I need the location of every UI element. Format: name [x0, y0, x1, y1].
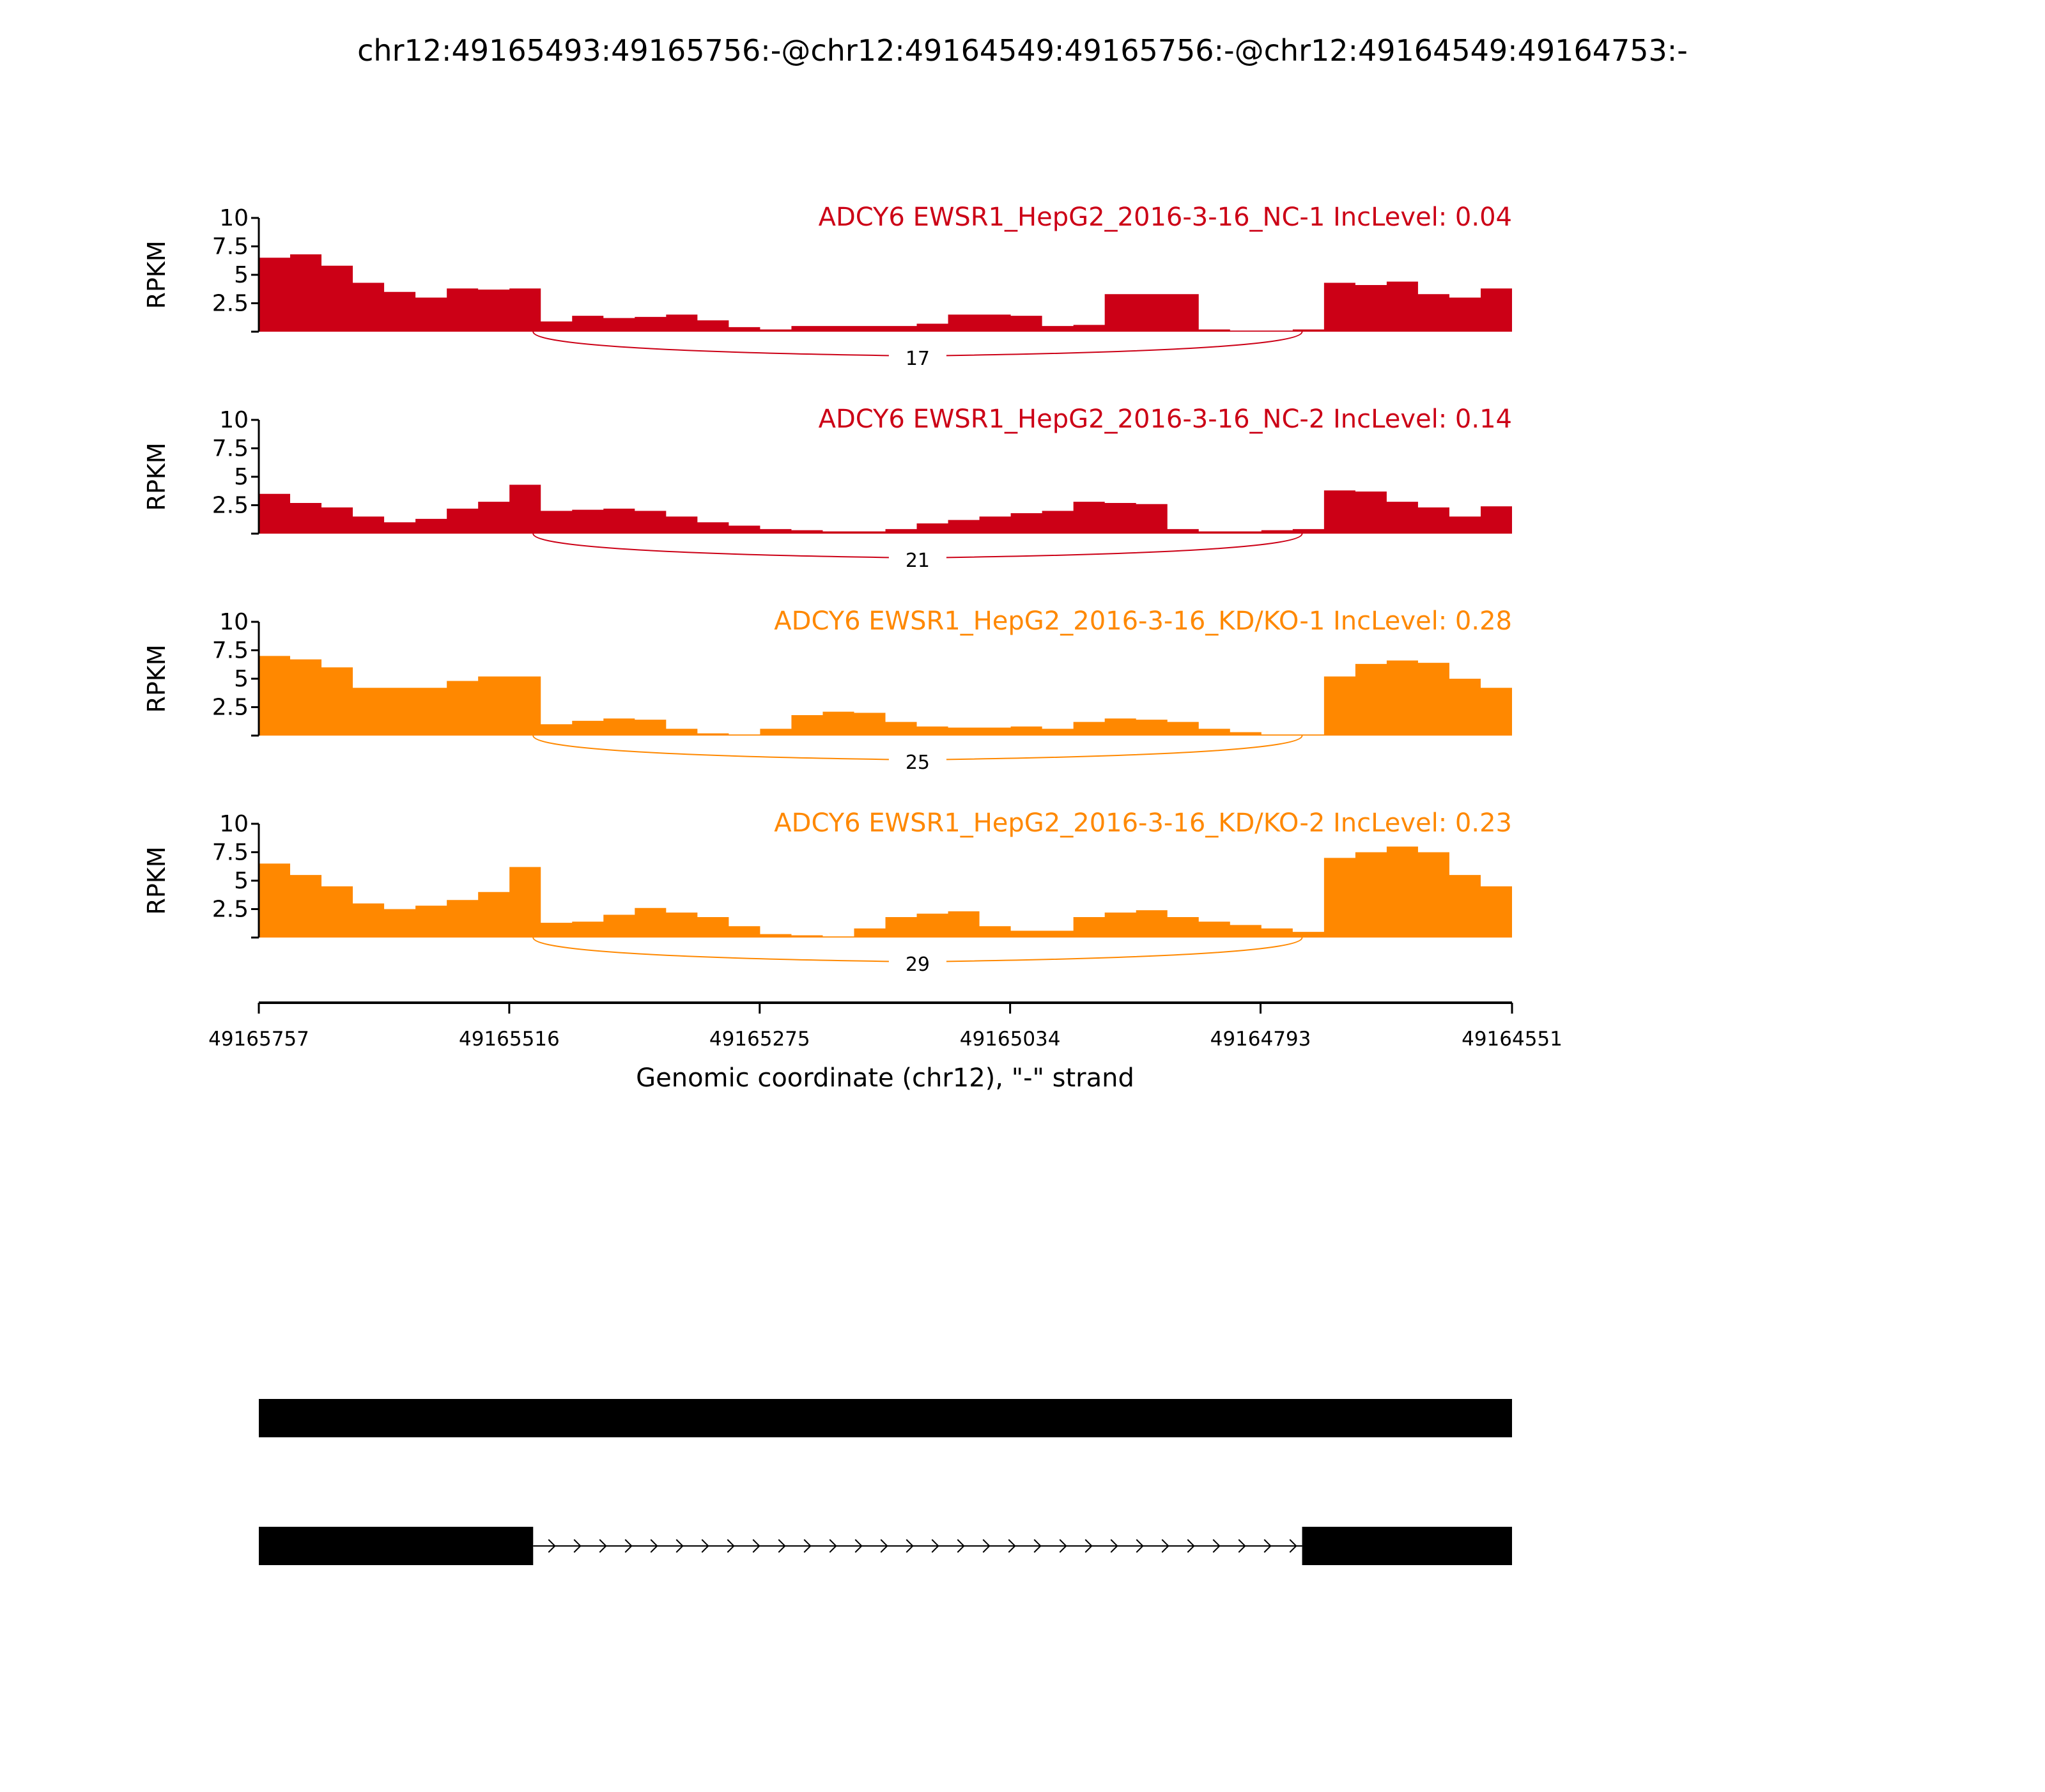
- x-tick-label: 49164551: [1462, 1028, 1563, 1051]
- x-axis: 49165757 49165516 49165275 49165034 49164793…: [208, 1001, 1563, 1051]
- strand-chevron-icon: [1110, 1539, 1118, 1553]
- y-tick-label: 2.5: [212, 695, 249, 721]
- y-axis-label: RPKM: [143, 442, 171, 511]
- gene-models: [259, 1399, 1512, 1565]
- strand-chevron-icon: [548, 1539, 556, 1553]
- junction-count: 29: [906, 954, 930, 976]
- strand-chevron-icon: [1059, 1539, 1067, 1553]
- junction-count: 17: [906, 348, 930, 370]
- y-tick-label: 10: [219, 609, 249, 635]
- junction-label-bg: [888, 748, 946, 773]
- junction-count: 25: [906, 752, 930, 774]
- coverage-area: [259, 656, 1512, 736]
- y-tick-label: 5: [234, 464, 249, 490]
- transcript-1: [259, 1399, 1512, 1437]
- x-tick-label: 49164793: [1210, 1028, 1311, 1051]
- sample-label: ADCY6 EWSR1_HepG2_2016-3-16_KD/KO-2 IncL…: [774, 808, 1512, 838]
- y-axis-label: RPKM: [143, 846, 171, 915]
- y-tick-label: 7.5: [212, 840, 249, 866]
- junction-label-bg: [888, 950, 946, 975]
- panel-4: 2.5 57.5 10 RPKM ADCY6 EWSR1_HepG2_2016-3-16…: [143, 808, 1512, 976]
- strand-chevron-icon: [829, 1539, 837, 1553]
- strand-chevron-icon: [1136, 1539, 1144, 1553]
- exon: [259, 1399, 1512, 1437]
- y-tick-label: 5: [234, 262, 249, 288]
- strand-chevron-icon: [982, 1539, 991, 1553]
- y-tick-label: 7.5: [212, 638, 249, 664]
- y-tick-label: 10: [219, 205, 249, 231]
- coverage-area: [259, 254, 1512, 332]
- exon: [1302, 1527, 1512, 1565]
- strand-chevron-icon: [1033, 1539, 1042, 1553]
- strand-chevron-icon: [931, 1539, 939, 1553]
- strand-chevron-icon: [675, 1539, 684, 1553]
- exon: [259, 1527, 534, 1565]
- x-tick-label: 49165757: [208, 1028, 309, 1051]
- y-tick-label: 2.5: [212, 897, 249, 923]
- strand-chevron-icon: [1289, 1539, 1297, 1553]
- strand-chevron-icon: [1263, 1539, 1272, 1553]
- y-tick-label: 10: [219, 407, 249, 433]
- x-tick-label: 49165516: [459, 1028, 560, 1051]
- strand-chevron-icon: [1212, 1539, 1221, 1553]
- strand-chevron-icon: [573, 1539, 582, 1553]
- x-tick-label: 49165275: [709, 1028, 810, 1051]
- y-tick-label: 7.5: [212, 234, 249, 260]
- y-tick-label: 5: [234, 666, 249, 692]
- sample-label: ADCY6 EWSR1_HepG2_2016-3-16_NC-2 IncLeve…: [819, 405, 1512, 434]
- sample-label: ADCY6 EWSR1_HepG2_2016-3-16_NC-1 IncLeve…: [819, 203, 1512, 232]
- panel-1: 2.5 57.5 10 RPKM ADCY6 EWSR1_HepG2_2016-3-16…: [143, 203, 1512, 370]
- y-tick-label: 7.5: [212, 436, 249, 462]
- panel-3: 2.5 57.5 10 RPKM ADCY6 EWSR1_HepG2_2016-3-16…: [143, 606, 1512, 774]
- strand-chevron-icon: [1238, 1539, 1246, 1553]
- y-axis-label: RPKM: [143, 240, 171, 309]
- strand-chevron-icon: [752, 1539, 760, 1553]
- y-axis-label: RPKM: [143, 644, 171, 713]
- x-tick-label: 49165034: [960, 1028, 1061, 1051]
- strand-chevron-icon: [1187, 1539, 1195, 1553]
- strand-chevron-icon: [701, 1539, 709, 1553]
- strand-chevron-icon: [803, 1539, 812, 1553]
- strand-chevron-icon: [1161, 1539, 1169, 1553]
- panel-2: 2.5 57.5 10 RPKM ADCY6 EWSR1_HepG2_2016-3-16…: [143, 405, 1512, 572]
- strand-chevron-icon: [727, 1539, 735, 1553]
- strand-chevron-icon: [1084, 1539, 1093, 1553]
- coverage-area: [259, 846, 1512, 938]
- y-tick-label: 2.5: [212, 493, 249, 519]
- sample-label: ADCY6 EWSR1_HepG2_2016-3-16_KD/KO-1 IncL…: [774, 606, 1512, 636]
- x-axis-label: Genomic coordinate (chr12), "-" strand: [636, 1063, 1134, 1093]
- strand-chevron-icon: [880, 1539, 888, 1553]
- y-tick-label: 2.5: [212, 291, 249, 317]
- chart-title: chr12:49165493:49165756:-@chr12:49164549…: [357, 33, 1688, 68]
- transcript-2: [259, 1527, 1512, 1565]
- junction-label-bg: [888, 344, 946, 369]
- strand-chevron-icon: [957, 1539, 965, 1553]
- strand-chevron-icon: [906, 1539, 914, 1553]
- coverage-area: [259, 484, 1512, 534]
- strand-chevron-icon: [650, 1539, 658, 1553]
- strand-chevron-icon: [1008, 1539, 1016, 1553]
- strand-chevron-icon: [778, 1539, 786, 1553]
- y-tick-label: 5: [234, 868, 249, 894]
- strand-chevron-icon: [599, 1539, 607, 1553]
- y-tick-label: 10: [219, 811, 249, 837]
- strand-chevron-icon: [624, 1539, 633, 1553]
- strand-chevron-icon: [854, 1539, 863, 1553]
- junction-count: 21: [906, 550, 930, 572]
- junction-label-bg: [888, 546, 946, 571]
